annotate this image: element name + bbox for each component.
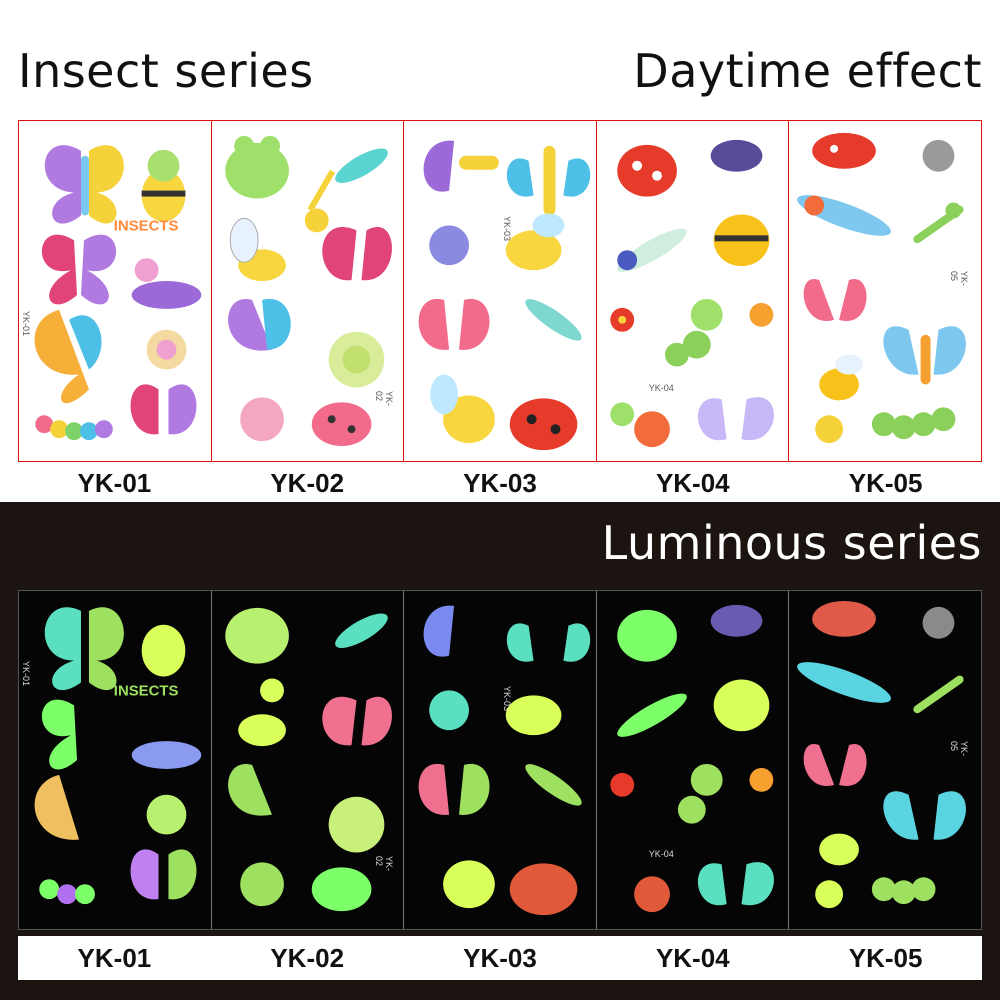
sheet-side-label: YK-04 — [648, 849, 674, 859]
butterfly-icon — [321, 226, 392, 281]
frog-icon — [224, 135, 289, 199]
snail-icon — [328, 331, 384, 388]
glowing-stickers — [797, 600, 967, 909]
sheet-yk-04-night: YK-04 — [597, 591, 790, 929]
glowing-stickers — [418, 605, 591, 916]
snail-icon — [146, 329, 187, 370]
dragonfly-icon — [307, 148, 388, 212]
butterfly-icon — [804, 278, 867, 321]
butterfly-icon — [227, 298, 291, 351]
glowing-stickers: INSECTS — [34, 607, 202, 905]
flower-icon — [610, 307, 634, 332]
bee-icon — [713, 214, 770, 267]
butterfly-icon — [423, 140, 499, 192]
dragonfly-icon — [617, 228, 687, 272]
spider-icon — [922, 139, 955, 172]
daytime-sheets: YK-01 INSECTS YK-02 YK-03 — [18, 120, 982, 462]
sheet-code: YK-04 — [655, 468, 730, 498]
dragonfly-icon — [525, 299, 582, 341]
butterfly-icon — [697, 397, 774, 441]
caterpillar-icon — [872, 407, 956, 440]
bee-icon — [505, 213, 565, 271]
bee-icon — [430, 374, 496, 444]
snail-icon — [610, 402, 670, 448]
ladybug-icon — [812, 132, 877, 169]
luminous-sheet-codes: YK-01 YK-02 YK-03 YK-04 YK-05 — [18, 936, 982, 980]
insect-stickers — [610, 139, 774, 448]
sheet-code: YK-02 — [270, 468, 345, 498]
butterfly-icon — [418, 298, 490, 350]
ladybug-icon — [509, 398, 578, 451]
sheet-yk-03-night: YK-03 — [404, 591, 597, 929]
glowing-stickers — [610, 604, 774, 913]
sheet-code: YK-03 — [463, 943, 537, 973]
sheet-yk-05-day: YK-05 — [789, 121, 981, 461]
sheet-yk-04-day: YK-04 — [597, 121, 790, 461]
butterfly-icon — [44, 145, 124, 224]
butterfly-icon — [883, 326, 967, 385]
ladybug-icon — [617, 144, 677, 197]
sheet-code: YK-02 — [270, 943, 345, 973]
flower-icon — [749, 302, 774, 327]
sheet-side-label: YK-04 — [648, 383, 674, 393]
luminous-sheets: YK-01 INSECTS YK-02 YK-03 — [18, 590, 982, 930]
sheet-yk-02-day: YK-02 — [212, 121, 405, 461]
insect-stickers — [797, 132, 967, 444]
insects-badge: INSECTS — [114, 218, 179, 234]
sheet-yk-03-day: YK-03 — [404, 121, 597, 461]
effect-title: Daytime effect — [633, 44, 982, 98]
caterpillar-icon — [35, 415, 113, 441]
sheet-code: YK-04 — [655, 943, 730, 973]
glowing-stickers — [224, 607, 392, 912]
sheet-yk-05-night: YK-05 — [789, 591, 981, 929]
sheet-code: YK-01 — [77, 943, 152, 973]
butterfly-icon — [130, 384, 197, 435]
sheet-code: YK-05 — [848, 943, 923, 973]
sheet-yk-01-night: YK-01 INSECTS — [19, 591, 212, 929]
spider-icon — [710, 139, 763, 172]
daytime-sheet-codes: YK-01 YK-02 YK-03 YK-04 YK-05 — [18, 468, 982, 499]
insect-stickers — [224, 135, 392, 447]
bee-icon — [229, 217, 286, 282]
sheet-yk-01-day: YK-01 INSECTS — [19, 121, 212, 461]
insect-stickers — [418, 140, 591, 451]
spider-icon — [429, 225, 470, 266]
sheet-code: YK-01 — [77, 468, 152, 498]
snail-icon — [815, 415, 844, 444]
insect-stickers: INSECTS — [34, 145, 202, 441]
bee-icon — [819, 354, 864, 401]
butterfly-icon — [507, 145, 591, 216]
slug-icon — [131, 258, 202, 309]
ladybug-icon — [311, 402, 372, 447]
bee-icon — [141, 149, 186, 222]
svg-text:INSECTS: INSECTS — [114, 683, 179, 699]
caterpillar-icon — [664, 298, 723, 367]
sheet-yk-02-night: YK-02 — [212, 591, 405, 929]
page-header: Insect series Daytime effect — [0, 0, 1000, 115]
snail-icon — [239, 397, 284, 442]
dragonfly-icon — [797, 195, 892, 236]
butterfly-icon — [41, 234, 117, 305]
series-title: Insect series — [18, 44, 314, 98]
luminous-title: Luminous series — [601, 516, 982, 570]
sheet-code: YK-03 — [463, 468, 537, 498]
mantis-icon — [913, 202, 965, 244]
sheet-code: YK-05 — [848, 468, 923, 498]
sun-icon — [304, 208, 329, 233]
butterfly-icon — [34, 309, 102, 404]
